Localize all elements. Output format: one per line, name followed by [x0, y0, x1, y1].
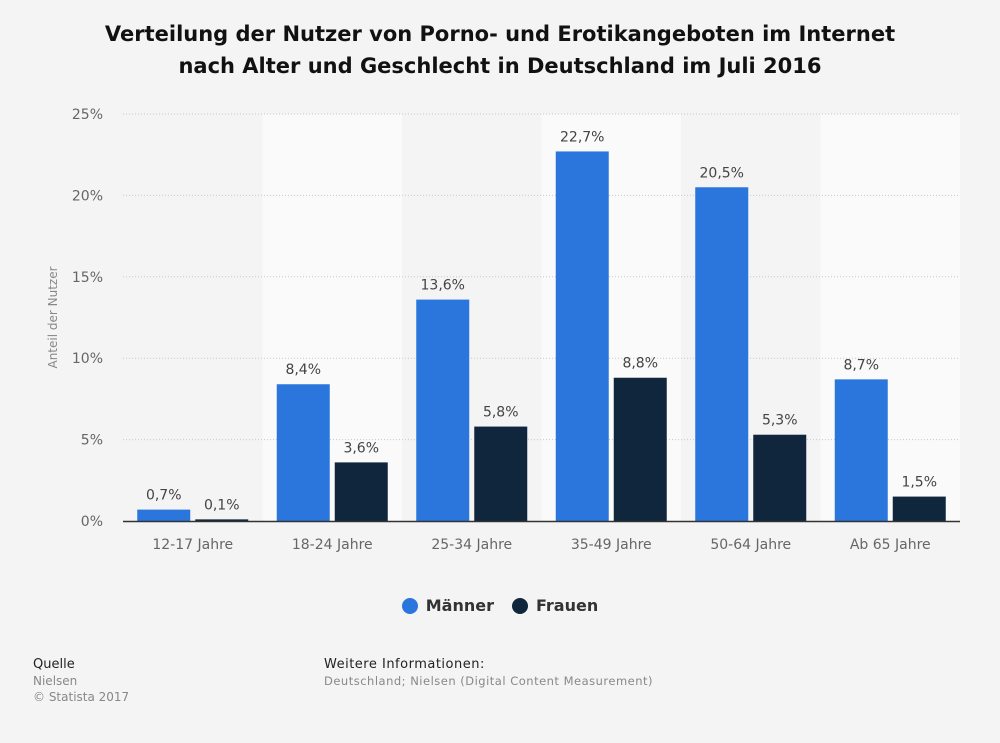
bar-chart: 0% 5% 10% 15% 20% 25% Anteil der Nutzer 0,7% 0,1…	[46, 107, 960, 553]
data-label-maenner-0: 0,7%	[146, 488, 182, 504]
bar-maenner-4	[695, 187, 749, 521]
legend-item-maenner[interactable]: Männer	[401, 596, 494, 615]
y-axis-label: Anteil der Nutzer	[46, 266, 60, 368]
y-tick-label-10: 10%	[72, 351, 103, 367]
data-label-frauen-5: 1,5%	[901, 475, 937, 491]
data-label-maenner-1: 8,4%	[285, 362, 321, 378]
legend-item-frauen[interactable]: Frauen	[512, 596, 598, 615]
info-heading[interactable]: Weitere Informationen:	[324, 657, 485, 672]
data-label-frauen-1: 3,6%	[343, 440, 379, 456]
y-tick-label-5: 5%	[81, 433, 103, 449]
data-label-frauen-0: 0,1%	[204, 497, 240, 513]
info-text: Deutschland; Nielsen (Digital Content Me…	[324, 674, 654, 688]
data-label-frauen-3: 8,8%	[622, 356, 658, 372]
x-tick-label-4: 50-64 Jahre	[710, 537, 791, 553]
data-label-maenner-3: 22,7%	[560, 129, 604, 145]
bar-frauen-5	[892, 496, 946, 521]
data-label-maenner-4: 20,5%	[700, 165, 744, 181]
bar-frauen-0	[195, 519, 249, 521]
x-tick-label-1: 18-24 Jahre	[292, 537, 373, 553]
y-tick-label-20: 20%	[72, 188, 103, 204]
legend-label-maenner: Männer	[425, 596, 494, 615]
x-tick-label-3: 35-49 Jahre	[571, 537, 652, 553]
bar-maenner-0	[137, 509, 191, 521]
legend-swatch-frauen	[512, 597, 528, 614]
legend: Männer Frauen	[0, 596, 1000, 615]
plot-band-0	[123, 114, 263, 521]
chart-title-line-2: nach Alter und Geschlecht in Deutschland…	[178, 54, 822, 78]
legend-swatch-maenner	[401, 597, 418, 614]
info-block: Weitere Informationen: Deutschland; Niel…	[324, 657, 653, 689]
bar-maenner-3	[555, 151, 609, 521]
data-label-maenner-5: 8,7%	[843, 357, 879, 373]
source-block: Quelle Nielsen © Statista 2017	[33, 657, 129, 705]
bar-frauen-1	[334, 462, 388, 521]
bar-maenner-2	[416, 299, 470, 521]
copyright: © Statista 2017	[33, 690, 130, 704]
bar-frauen-2	[474, 426, 528, 521]
source-heading: Quelle	[33, 657, 75, 672]
y-tick-label-0: 0%	[81, 514, 103, 530]
x-tick-label-0: 12-17 Jahre	[152, 537, 233, 553]
bar-frauen-3	[613, 377, 667, 521]
x-tick-label-2: 25-34 Jahre	[431, 537, 512, 553]
bar-frauen-4	[753, 434, 807, 521]
y-tick-label-25: 25%	[72, 107, 103, 123]
data-label-frauen-4: 5,3%	[762, 413, 798, 429]
data-label-maenner-2: 13,6%	[421, 278, 465, 294]
x-tick-label-5: Ab 65 Jahre	[850, 537, 931, 553]
chart-title: Verteilung der Nutzer von Porno- und Ero…	[0, 18, 1000, 82]
legend-label-frauen: Frauen	[536, 596, 599, 615]
data-label-frauen-2: 5,8%	[483, 405, 519, 421]
bar-maenner-1	[276, 384, 330, 521]
source-name: Nielsen	[33, 674, 78, 688]
y-tick-label-15: 15%	[72, 270, 103, 286]
chart-title-line-1: Verteilung der Nutzer von Porno- und Ero…	[104, 22, 896, 46]
bar-maenner-5	[834, 379, 888, 521]
